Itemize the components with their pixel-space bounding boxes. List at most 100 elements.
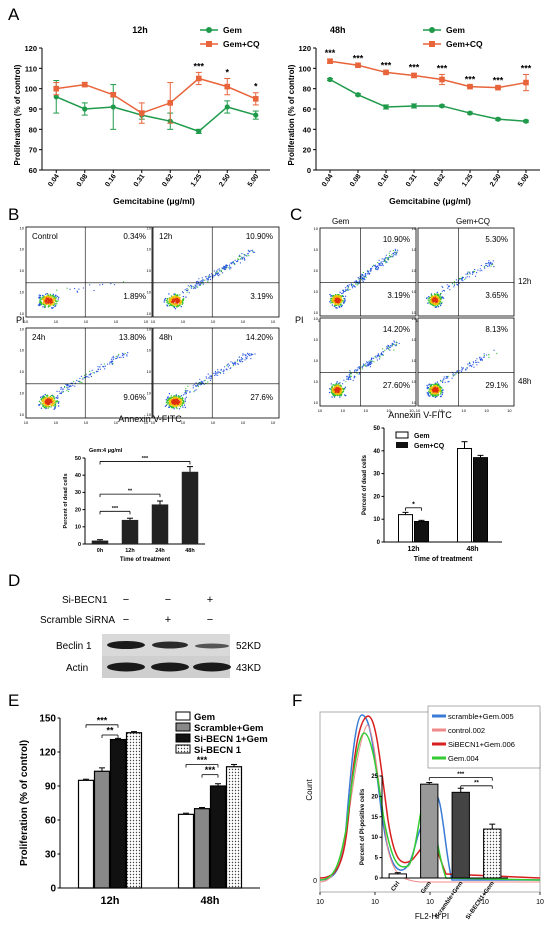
flow-b-2-dot bbox=[124, 352, 126, 354]
flow-b-0-dot bbox=[55, 300, 57, 302]
bar-f-ytick-label: 20 bbox=[371, 794, 378, 800]
flow-c-3-dot bbox=[461, 368, 463, 370]
blot-r1-m2: − bbox=[165, 594, 171, 606]
flow-b-1-dot bbox=[182, 299, 184, 302]
flow-b-3-dot bbox=[180, 401, 182, 403]
flow-b-2-dot bbox=[68, 388, 70, 390]
flow-b-1-dot bbox=[173, 293, 175, 295]
flow-c-3-dot bbox=[431, 395, 434, 397]
flow-b-1-dot bbox=[197, 283, 199, 285]
flow-c-2-dot bbox=[331, 391, 334, 393]
flow-c-0-dot bbox=[347, 288, 349, 290]
bar-e-bar-48h-0 bbox=[177, 813, 195, 889]
flow-b-1-dot bbox=[240, 258, 242, 260]
flow-c-1-dot bbox=[440, 302, 443, 305]
flow-c-3-dot bbox=[427, 394, 429, 396]
flow-b-0-dot bbox=[110, 283, 112, 285]
flow-b-3-dot bbox=[166, 403, 168, 405]
flow-b-1-dot bbox=[180, 306, 182, 308]
flow-b-3-xtick: 10 bbox=[241, 420, 246, 425]
flow-b-1-dot bbox=[179, 300, 182, 303]
flow-b-2-dot bbox=[56, 397, 58, 399]
flow-c-3-dot bbox=[442, 379, 444, 381]
flow-b-3-dot bbox=[178, 401, 181, 404]
flow-c-0-dot bbox=[374, 265, 376, 267]
flow-b-3-dot bbox=[189, 391, 191, 393]
flow-b-1-dot bbox=[232, 261, 234, 263]
flow-c-0-dot bbox=[367, 270, 369, 273]
flow-b-3-lr: 27.6% bbox=[250, 393, 273, 402]
flow-c-2-dot bbox=[333, 395, 336, 397]
flow-b-1-xtick: 10 bbox=[181, 319, 186, 324]
blot-r2-m3: − bbox=[207, 614, 213, 626]
flow-c-1-dot bbox=[438, 303, 440, 305]
bar-e-sig: *** bbox=[205, 765, 216, 775]
flow-c-2-dot bbox=[394, 344, 397, 346]
flow-c-3-dot bbox=[468, 362, 470, 364]
flow-b-0-dot bbox=[44, 305, 46, 307]
flow-b-2-ur: 13.80% bbox=[119, 333, 146, 342]
flow-b-2-dot bbox=[110, 361, 113, 363]
flow-c-1-dot bbox=[436, 305, 438, 307]
flow-b-1-dot bbox=[207, 275, 209, 277]
flow-b-1-dot bbox=[195, 281, 198, 283]
flow-c-2-dot bbox=[366, 364, 369, 366]
flow-b-2-dot bbox=[96, 370, 98, 373]
flow-c-0-dot bbox=[393, 255, 395, 257]
flow-b-2-dot bbox=[120, 356, 122, 358]
chart-a2-line-gemcq bbox=[329, 60, 527, 89]
bar-e-xtick-label: 48h bbox=[201, 895, 220, 907]
flow-c-1-dot bbox=[479, 270, 481, 272]
flow-b-1-dot bbox=[209, 276, 211, 278]
flow-c-1-dot bbox=[461, 277, 463, 279]
flow-b-1-dot bbox=[242, 258, 244, 260]
flow-c-0-dot bbox=[362, 279, 364, 281]
flow-b-2-dot bbox=[50, 394, 53, 397]
flow-b-2-dot bbox=[99, 366, 101, 368]
flow-c-1-dot bbox=[429, 299, 431, 301]
flow-c-1-dot bbox=[427, 302, 429, 304]
flow-c-2-dot bbox=[381, 348, 384, 350]
flow-c-0-dot bbox=[375, 268, 377, 270]
flow-c-0-dot bbox=[367, 272, 369, 274]
flow-b-0-dot bbox=[50, 302, 52, 305]
flow-c-3-dot bbox=[460, 371, 463, 373]
flow-b-2-label: 24h bbox=[32, 333, 45, 342]
flow-c-0-dot bbox=[339, 291, 341, 293]
flow-c-0-ytick: 10 bbox=[314, 289, 319, 294]
flow-c-1-dot bbox=[492, 263, 494, 265]
flow-b-1-xtick: 10 bbox=[241, 319, 246, 324]
flow-c-3-dot bbox=[443, 376, 445, 378]
flow-c-0-dot bbox=[346, 285, 349, 287]
flow-c-3-dot bbox=[496, 352, 498, 355]
flow-b-1-lr: 3.19% bbox=[250, 292, 273, 301]
flow-c-0-dot bbox=[395, 254, 397, 256]
flow-b-2-dot bbox=[93, 372, 95, 374]
flow-c-1-dot bbox=[455, 279, 457, 281]
flow-c-0-ytick: 10 bbox=[314, 310, 319, 315]
blot-row2-label: Scramble SiRNA bbox=[40, 615, 115, 626]
flow-b-1-dot bbox=[238, 256, 240, 258]
flow-b-1-ur: 10.90% bbox=[246, 232, 273, 241]
flow-b-2-dot bbox=[116, 356, 118, 358]
flow-c-2-dot bbox=[332, 394, 335, 396]
flow-c-0-dot bbox=[376, 266, 378, 268]
flow-c-2-dot bbox=[363, 363, 365, 365]
bar-f-xtick-label: Si-BECN1+Gem bbox=[465, 881, 496, 921]
flow-b-3-dot bbox=[228, 364, 230, 366]
bar-c-legend-gemcq: Gem+CQ bbox=[414, 443, 445, 450]
bar-b-ytick-label: 0 bbox=[78, 542, 81, 548]
flow-c-3-dot bbox=[439, 390, 441, 392]
flow-c-0-dot bbox=[336, 303, 338, 306]
chart-a2-ytick-label: 120 bbox=[298, 44, 311, 53]
chart-a2-ytick-label: 20 bbox=[303, 146, 311, 155]
chart-a2-xtick-label: 5.00 bbox=[517, 173, 531, 188]
flow-b-1-ytick: 10 bbox=[147, 311, 152, 316]
bar-c-ytick-label: 20 bbox=[373, 494, 380, 500]
flow-b-3-dot bbox=[218, 371, 220, 373]
flow-c-0-dot bbox=[345, 289, 347, 291]
flow-b-1-dot bbox=[186, 291, 188, 293]
flow-c-2-dot bbox=[369, 366, 372, 368]
flow-b-2-dot bbox=[45, 407, 47, 410]
flow-c-0-dot bbox=[370, 267, 372, 270]
